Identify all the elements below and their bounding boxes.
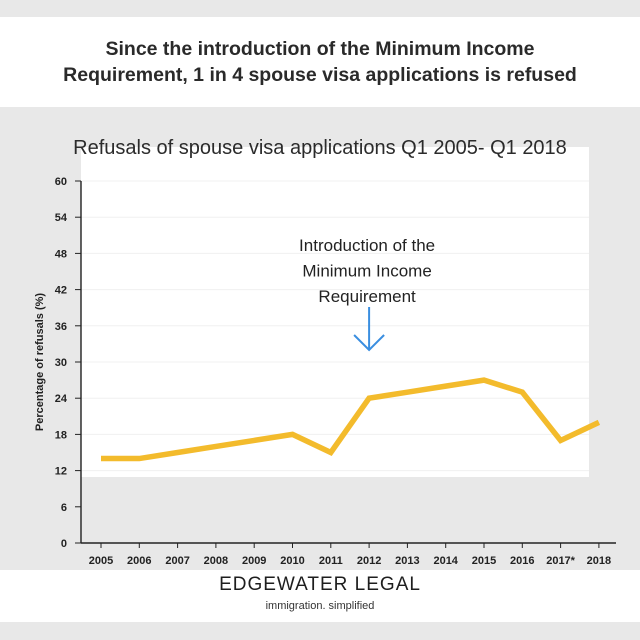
x-tick-label: 2010 — [280, 555, 304, 567]
x-tick-label: 2005 — [89, 555, 113, 567]
brand-name: EDGEWATER LEGAL — [219, 574, 421, 595]
x-tick-label: 2018 — [587, 555, 611, 567]
x-tick-label: 2014 — [433, 555, 458, 567]
x-tick-label: 2007 — [165, 555, 189, 567]
footer: EDGEWATER LEGAL immigration. simplified — [0, 570, 640, 622]
y-tick-label: 36 — [55, 321, 67, 333]
brand-tagline: immigration. simplified — [265, 600, 375, 612]
x-tick-label: 2006 — [127, 555, 151, 567]
x-tick-label: 2008 — [204, 555, 228, 567]
chart-title: Refusals of spouse visa applications Q1 … — [73, 137, 567, 159]
y-axis-label: Percentage of refusals (%) — [34, 293, 46, 431]
x-tick-label: 2012 — [357, 555, 381, 567]
annotation-text: Minimum Income — [302, 262, 431, 281]
x-tick-label: 2015 — [472, 555, 496, 567]
y-tick-label: 42 — [55, 285, 67, 297]
header-banner: Since the introduction of the Minimum In… — [0, 17, 640, 107]
x-tick-label: 2013 — [395, 555, 419, 567]
y-tick-label: 24 — [55, 393, 68, 405]
y-tick-label: 60 — [55, 176, 67, 188]
headline: Since the introduction of the Minimum In… — [63, 38, 577, 86]
arrow-head — [353, 334, 385, 352]
series-line — [101, 377, 601, 462]
y-tick-label: 30 — [55, 357, 67, 369]
annotation-text: Requirement — [318, 287, 416, 306]
plot-background — [81, 147, 589, 477]
y-tick-label: 48 — [55, 248, 67, 260]
y-tick-label: 18 — [55, 429, 67, 441]
x-tick-label: 2016 — [510, 555, 534, 567]
annotation-text: Introduction of the — [299, 236, 435, 255]
y-tick-label: 12 — [55, 466, 67, 478]
y-tick-label: 6 — [61, 502, 67, 514]
y-tick-label: 54 — [55, 212, 68, 224]
x-tick-label: 2009 — [242, 555, 266, 567]
y-tick-label: 0 — [61, 538, 67, 550]
x-tick-label: 2011 — [319, 555, 343, 567]
x-tick-label: 2017* — [546, 555, 575, 567]
